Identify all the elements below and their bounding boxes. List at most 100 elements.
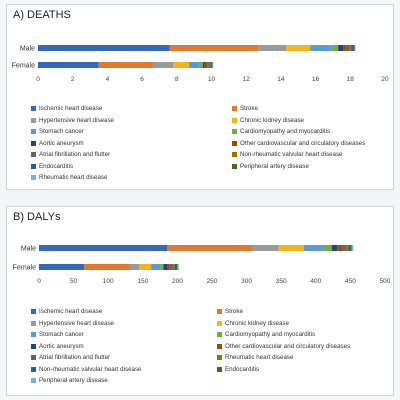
bar-segment [98, 62, 153, 68]
bar-segment [331, 245, 338, 251]
x-tick-label: 500 [380, 278, 391, 285]
legend-item: Ischemic heart disease [31, 105, 102, 112]
legend-item: Hypertensive heart disease [31, 320, 114, 327]
legend-item: Chronic kidney disease [217, 320, 289, 327]
bar-segment [202, 62, 205, 68]
bar-segment [345, 245, 349, 251]
legend-item: Peripheral artery disease [31, 377, 108, 384]
legend-item: Atrial fibrillation and flutter [31, 354, 110, 361]
legend-swatch [232, 140, 237, 146]
legend-item: Rheumatic heart disease [31, 174, 107, 181]
x-tick-label: 20 [381, 76, 389, 83]
bar-segment [258, 45, 287, 51]
legend-item: Endocarditis [217, 366, 259, 373]
legend-label: Peripheral artery disease [39, 377, 108, 384]
legend-item: Stomach cancer [31, 128, 84, 135]
legend-item: Stroke [217, 308, 243, 315]
legend-item: Chronic kidney disease [232, 117, 304, 124]
legend-swatch [232, 129, 237, 134]
x-tick-label: 350 [276, 278, 287, 285]
legend-swatch [232, 152, 237, 157]
bar-segment [169, 45, 259, 51]
bar-segment [252, 245, 279, 251]
legend-label: Chronic kidney disease [225, 319, 289, 327]
bar-segment [208, 62, 211, 68]
bar-segment [337, 245, 343, 251]
category-label: Female [12, 63, 35, 70]
legend-label: Aortic aneurysm [39, 342, 84, 350]
legend-label: Stomach cancer [39, 128, 84, 135]
x-tick-label: 14 [277, 76, 285, 83]
legend-swatch [31, 129, 36, 134]
bar-segment [278, 245, 305, 251]
legend-item: Other cardiovascular and circulatory dis… [232, 140, 365, 147]
category-label: Male [20, 46, 35, 53]
bar-segment [39, 245, 168, 251]
x-tick-label: 4 [106, 76, 110, 83]
bar-segment [350, 245, 352, 251]
bar-segment [342, 245, 346, 251]
x-tick-label: 150 [137, 278, 148, 285]
legend-swatch [31, 355, 36, 360]
bar-segment [177, 264, 179, 270]
bar-segment [343, 45, 347, 51]
x-tick-label: 250 [207, 278, 218, 285]
bar-segment [354, 45, 356, 51]
x-tick-label: 50 [70, 278, 78, 285]
legend-label: Rheumatic heart disease [225, 354, 294, 361]
legend-item: Aortic aneurysm [31, 343, 84, 350]
legend-item: Stroke [232, 105, 258, 112]
legend-label: Ischemic heart disease [39, 308, 103, 315]
bar-segment [210, 62, 212, 68]
legend-swatch [217, 309, 222, 314]
legend-swatch [31, 320, 36, 326]
legend-label: Rheumatic heart disease [39, 174, 108, 181]
legend-label: Other cardiovascular and circulatory dis… [225, 342, 351, 350]
bar-segment [351, 45, 353, 51]
legend-item: Cardiomyopathy and myocarditis [217, 331, 315, 338]
bar-segment [83, 264, 129, 270]
bar-segment [173, 62, 189, 68]
legend-item: Rheumatic heart disease [217, 354, 293, 361]
bar-segment [286, 45, 311, 51]
legend-swatch [232, 117, 237, 123]
deaths-panel: A) DEATHS Male Female 0 2 4 6 8 10 12 14 16 18 20 Is… [6, 4, 394, 190]
bar-segment [38, 45, 170, 51]
x-tick-label: 18 [347, 76, 355, 83]
bar-segment [188, 62, 200, 68]
legend-swatch [31, 163, 36, 169]
legend-item: Atrial fibrillation and flutter [31, 151, 110, 158]
bar-segment [199, 62, 203, 68]
legend-swatch [31, 366, 36, 372]
bar-segment [152, 62, 174, 68]
x-tick-label: 0 [36, 76, 40, 83]
legend-swatch [31, 309, 36, 314]
legend-item: Aortic aneurysm [31, 140, 84, 147]
bar-segment [352, 45, 355, 51]
bar-segment [331, 45, 339, 51]
x-tick-label: 6 [140, 76, 144, 83]
dalys-panel: B) DALYs Male Female 0 50 100 150 200 250 300 350… [6, 206, 394, 396]
legend-swatch [31, 343, 36, 349]
bar-segment [128, 264, 140, 270]
legend-swatch [31, 140, 36, 146]
legend-swatch [232, 163, 237, 169]
category-label: Female [13, 265, 36, 272]
bar-segment [346, 45, 350, 51]
legend-swatch [31, 152, 36, 157]
legend-label: Aortic aneurysm [39, 139, 84, 147]
legend-swatch [217, 343, 222, 349]
legend-label: Stroke [240, 105, 258, 112]
x-tick-label: 100 [103, 278, 114, 285]
legend-label: Endocarditis [225, 365, 260, 373]
x-tick-label: 16 [312, 76, 320, 83]
bar-segment [338, 45, 344, 51]
x-tick-label: 10 [208, 76, 216, 83]
x-tick-label: 450 [345, 278, 356, 285]
bar-segment [167, 264, 170, 270]
x-tick-label: 300 [241, 278, 252, 285]
legend-label: Hypertensive heart disease [39, 116, 114, 124]
legend-swatch [232, 106, 237, 111]
bar-segment [167, 245, 253, 251]
